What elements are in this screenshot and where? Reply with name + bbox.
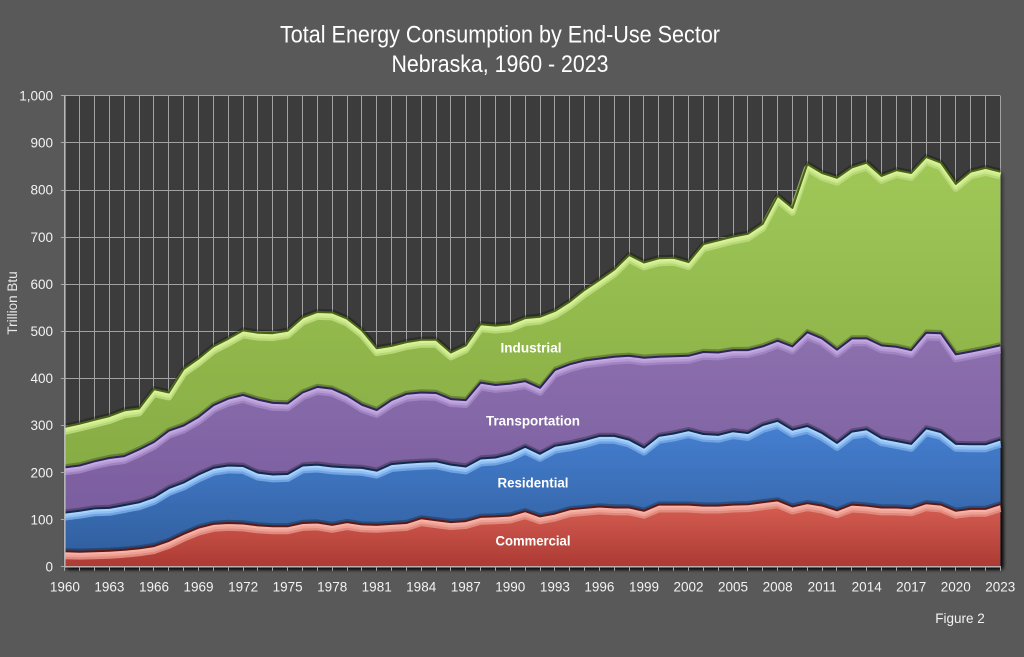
svg-text:300: 300 <box>30 418 53 433</box>
svg-text:Nebraska, 1960 - 2023: Nebraska, 1960 - 2023 <box>392 51 609 78</box>
svg-text:1960: 1960 <box>50 580 80 595</box>
svg-text:2014: 2014 <box>852 580 883 595</box>
svg-text:1987: 1987 <box>451 580 481 595</box>
svg-text:1984: 1984 <box>406 580 437 595</box>
svg-text:2023: 2023 <box>985 580 1015 595</box>
svg-text:1963: 1963 <box>94 580 124 595</box>
svg-text:Total Energy Consumption by En: Total Energy Consumption by End-Use Sect… <box>280 22 720 49</box>
svg-text:Figure 2: Figure 2 <box>935 611 985 626</box>
svg-text:1996: 1996 <box>584 580 614 595</box>
svg-text:600: 600 <box>30 277 53 292</box>
svg-text:500: 500 <box>30 324 53 339</box>
svg-text:400: 400 <box>30 371 53 386</box>
svg-text:700: 700 <box>30 230 53 245</box>
svg-text:1966: 1966 <box>139 580 169 595</box>
svg-text:800: 800 <box>30 183 53 198</box>
svg-text:1975: 1975 <box>273 580 303 595</box>
svg-text:1999: 1999 <box>629 580 659 595</box>
svg-text:200: 200 <box>30 465 53 480</box>
svg-text:1,000: 1,000 <box>19 89 53 104</box>
svg-text:1990: 1990 <box>495 580 525 595</box>
svg-text:100: 100 <box>30 512 53 527</box>
svg-text:2020: 2020 <box>941 580 971 595</box>
svg-text:2005: 2005 <box>718 580 748 595</box>
svg-text:Trillion Btu: Trillion Btu <box>5 271 20 334</box>
svg-text:1969: 1969 <box>183 580 213 595</box>
svg-text:1981: 1981 <box>362 580 392 595</box>
svg-text:1972: 1972 <box>228 580 258 595</box>
svg-text:1978: 1978 <box>317 580 347 595</box>
svg-text:900: 900 <box>30 136 53 151</box>
svg-text:Industrial: Industrial <box>501 341 562 356</box>
svg-text:Residential: Residential <box>498 476 569 491</box>
svg-text:2017: 2017 <box>896 580 926 595</box>
svg-text:0: 0 <box>45 560 53 575</box>
svg-text:1993: 1993 <box>540 580 570 595</box>
svg-text:2002: 2002 <box>673 580 703 595</box>
svg-text:2008: 2008 <box>763 580 793 595</box>
svg-text:2011: 2011 <box>808 580 837 595</box>
svg-text:Transportation: Transportation <box>486 414 580 429</box>
svg-text:Commercial: Commercial <box>496 534 571 549</box>
